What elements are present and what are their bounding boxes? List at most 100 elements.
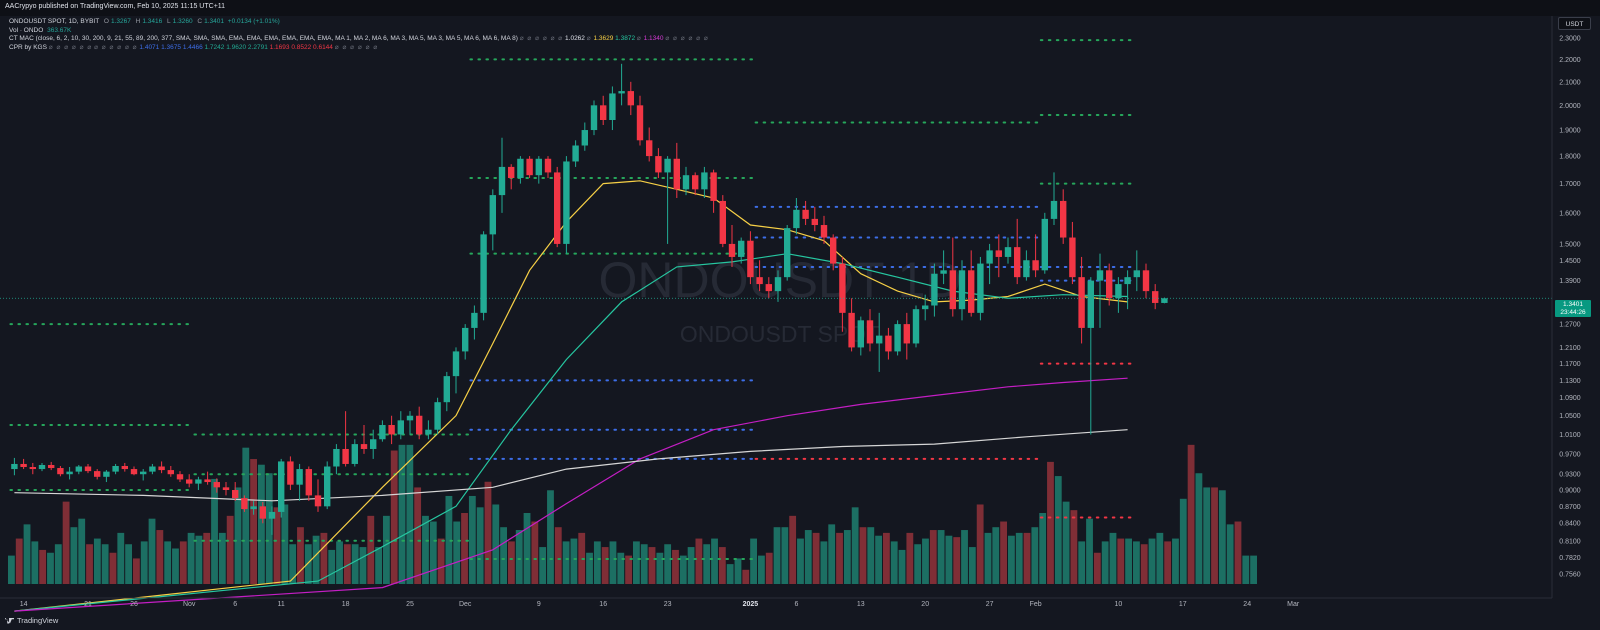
candle-body: [636, 105, 644, 141]
legend-row-mac[interactable]: CT MAC (close, 6, 2, 10, 30, 200, 9, 21,…: [9, 35, 709, 43]
volume-bar: [336, 541, 343, 584]
candle-body: [342, 448, 349, 464]
candle-body: [1041, 218, 1048, 271]
candle-body: [977, 263, 984, 313]
legend-volume-label: Vol · ONDO: [9, 26, 44, 34]
volume-bar: [328, 549, 336, 584]
candle-body: [986, 250, 993, 264]
volume-bar: [1164, 541, 1172, 584]
volume-bar: [1211, 487, 1218, 584]
volume-bar: [1101, 541, 1109, 584]
time-tick-label: 23: [664, 601, 672, 608]
legend-cpr-v0: 1.4071: [139, 43, 160, 51]
volume-bar: [750, 538, 757, 584]
candle-body: [646, 140, 653, 157]
candle-body: [563, 161, 570, 244]
volume-bar: [218, 532, 226, 584]
candle-body: [29, 467, 36, 470]
volume-bar: [1047, 461, 1054, 584]
candle-body: [600, 105, 607, 121]
volume-bar: [1187, 444, 1195, 584]
volume-bar: [117, 532, 125, 584]
legend-mac-v2: 1.3629: [593, 35, 614, 43]
bar-countdown: 23:44:26: [1560, 308, 1586, 316]
legend-row-symbol[interactable]: ONDOUSDT SPOT, 1D, BYBIT O 1.3267 H 1.3416…: [9, 18, 709, 27]
volume-bar: [1039, 513, 1047, 584]
candle-body: [857, 320, 864, 348]
candle-body: [268, 511, 276, 519]
candle-body: [701, 172, 708, 190]
candle-body: [544, 158, 552, 173]
indicator-legend: ONDOUSDT SPOT, 1D, BYBIT O 1.3267 H 1.3416…: [9, 18, 709, 52]
volume-bar: [39, 549, 47, 584]
candle-body: [958, 270, 966, 310]
volume-bar: [961, 530, 968, 584]
legend-cpr-v8: 0.6144: [313, 43, 333, 51]
candle-body: [535, 158, 542, 176]
volume-bar: [804, 530, 812, 584]
price-tick-label: 1.6000: [1559, 210, 1581, 217]
candle-body: [885, 335, 892, 352]
volume-bar: [836, 532, 843, 584]
price-tick-label: 1.3900: [1559, 278, 1581, 285]
volume-bar: [773, 527, 781, 584]
candle-body: [1004, 247, 1012, 257]
time-axis[interactable]: 14 21 26 Nov 6 11 18 25 Dec 9 16 23 2025 6 13 20 27 Feb 10…: [20, 601, 1300, 608]
legend-row-cpr[interactable]: CPR by KGS ⌀ ⌀ ⌀ ⌀ ⌀ ⌀ ⌀ ⌀ ⌀ ⌀ ⌀ ⌀ 1.407…: [9, 44, 709, 53]
legend-row-volume[interactable]: Vol · ONDO 363.67K: [9, 27, 709, 36]
candle-body: [333, 448, 340, 467]
price-tick-label: 2.1000: [1559, 79, 1581, 86]
volume-bar: [1195, 473, 1203, 584]
legend-h-label: H: [135, 18, 141, 25]
watermark-symbol: ONDOUSDT 1D: [598, 252, 961, 308]
legend-cpr-v4: 1.9620: [226, 43, 247, 51]
volume-bar: [765, 552, 773, 584]
volume-bar: [86, 544, 93, 584]
volume-bar: [187, 532, 195, 584]
volume-bar: [734, 558, 742, 584]
volume-bar: [1250, 555, 1257, 584]
legend-cpr-v2: 1.4466: [182, 43, 203, 51]
moving-averages: [14, 180, 1128, 612]
candle-body: [876, 335, 883, 344]
tradingview-logo[interactable]: TradingView: [5, 616, 58, 625]
legend-mac-label: CT MAC (close, 6, 2, 10, 30, 200, 9, 21,…: [9, 35, 518, 43]
candle-body: [38, 464, 46, 470]
top-bar: AACrypyo published on TradingView.com, F…: [0, 0, 1600, 16]
candle-body: [425, 429, 432, 435]
volume-bar: [304, 544, 312, 584]
volume-bar: [226, 515, 234, 584]
price-tick-label: 0.8700: [1559, 504, 1581, 511]
legend-open: 1.3267: [110, 18, 131, 25]
candle-body: [250, 506, 257, 510]
candle-body: [213, 482, 220, 488]
volume-bar: [195, 535, 203, 584]
volume-bar: [718, 547, 726, 584]
candle-body: [370, 439, 377, 449]
volume-bar: [398, 444, 406, 584]
moving-average-line: [14, 253, 1128, 612]
candle-body: [397, 420, 404, 435]
volume-bar: [133, 558, 140, 584]
volume-bar: [1148, 538, 1156, 584]
volume-bar: [1086, 518, 1093, 584]
volume-bar: [297, 527, 304, 584]
time-tick-label: 2025: [743, 601, 759, 608]
candle-body: [57, 468, 64, 475]
currency-button[interactable]: USDT: [1558, 17, 1591, 30]
volume-bar: [375, 547, 382, 584]
candle-body: [738, 240, 745, 257]
volume-bar: [234, 487, 242, 584]
volume-bar: [453, 521, 461, 584]
volume-bar: [383, 515, 390, 584]
volume-bar: [906, 532, 914, 584]
volume-bar: [851, 507, 859, 584]
candle-body: [784, 228, 791, 278]
legend-cpr-v1: 1.3675: [161, 43, 181, 51]
volume-bar: [617, 552, 625, 584]
volume-bar: [1070, 510, 1078, 584]
candle-body: [526, 158, 533, 176]
legend-mac-v4: 1.1340: [643, 35, 664, 43]
volume-bar: [664, 544, 672, 584]
